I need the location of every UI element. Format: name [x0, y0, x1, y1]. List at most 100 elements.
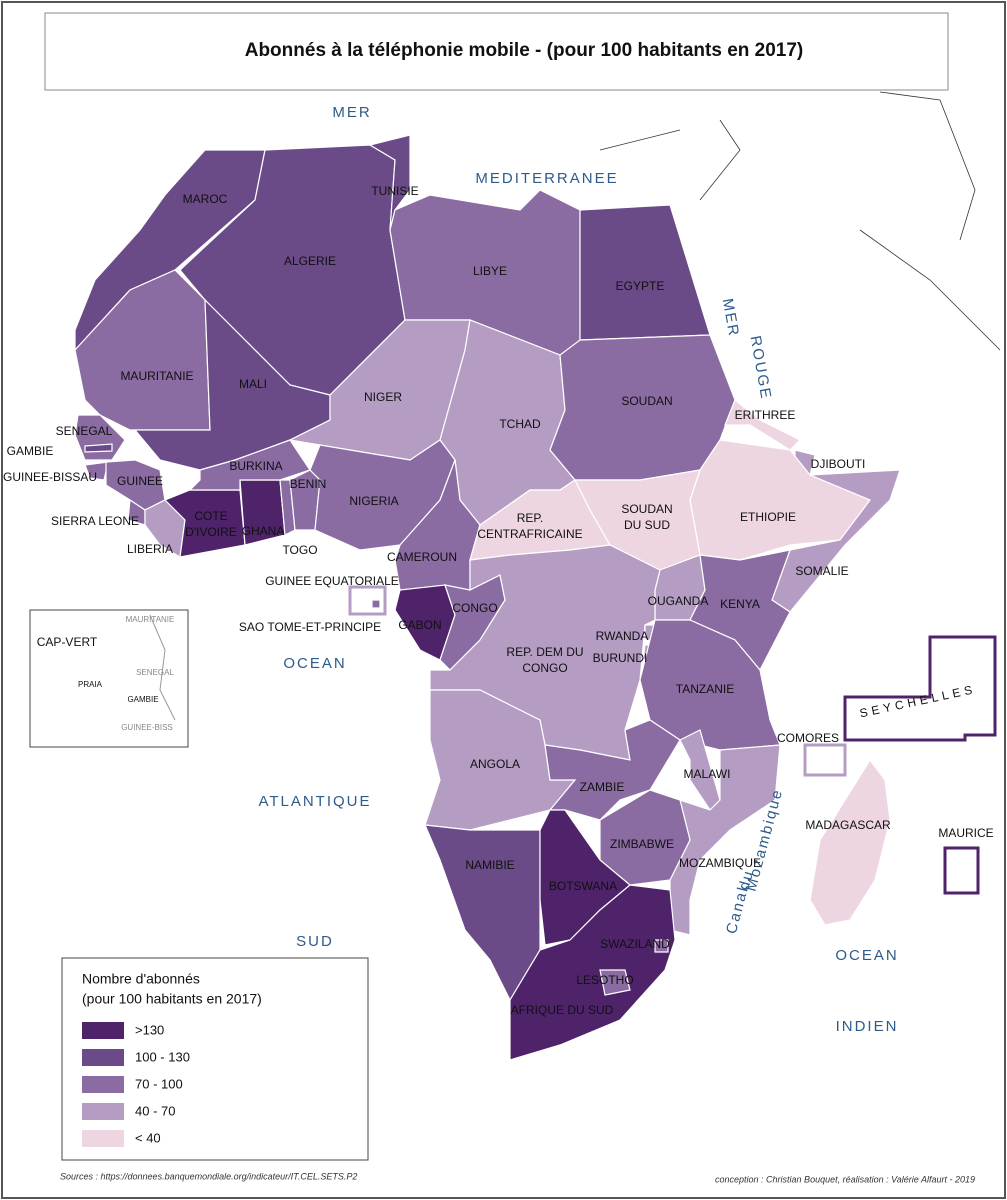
country — [84, 443, 113, 453]
country-label: ERITHREE — [735, 408, 796, 422]
country-label: GHANA — [242, 524, 285, 538]
country-label: MOZAMBIQUE — [679, 856, 761, 870]
title-box — [44, 12, 949, 91]
legend-swatch — [82, 1103, 124, 1120]
country-label: DU SUD — [624, 518, 670, 532]
country-label: CENTRAFRICAINE — [477, 527, 582, 541]
country-label: GABON — [398, 618, 441, 632]
country-label: EGYPTE — [616, 279, 665, 293]
country-label: NIGER — [364, 390, 402, 404]
country-label: TOGO — [282, 543, 317, 557]
country-label: ZAMBIE — [580, 780, 625, 794]
country-label: COTE — [194, 509, 227, 523]
country-label: MALI — [239, 377, 267, 391]
country-label: MAURICE — [938, 826, 993, 840]
sea-label: MEDITERRANEE — [475, 170, 618, 187]
inset-coast — [149, 614, 176, 721]
country-label: TUNISIE — [371, 184, 418, 198]
country-label: ETHIOPIE — [740, 510, 796, 524]
legend-label: < 40 — [135, 1130, 161, 1145]
inset-label: GUINEE-BISS — [121, 723, 173, 732]
legend-label: >130 — [135, 1022, 164, 1037]
country-label: SWAZILAND — [600, 937, 670, 951]
legend-swatch — [82, 1022, 124, 1039]
country-label: MADAGASCAR — [805, 818, 891, 832]
sources: Sources : https://donnees.banquemondiale… — [60, 1171, 357, 1181]
inset-label: MAURITANIE — [126, 615, 175, 624]
credits: conception : Christian Bouquet, réalisat… — [715, 1174, 975, 1184]
country — [689, 549, 791, 672]
legend-swatch — [82, 1076, 124, 1093]
country-label: D'IVOIRE — [185, 525, 237, 539]
countries — [43, 134, 997, 1061]
country-box — [348, 585, 387, 616]
country — [809, 758, 891, 926]
sea-label: ATLANTIQUE — [258, 793, 371, 810]
country — [669, 744, 781, 936]
country-label: CONGO — [522, 661, 567, 675]
country-label: SIERRA LEONE — [51, 514, 139, 528]
country-label: RWANDA — [596, 629, 649, 643]
country-label: GAMBIE — [7, 444, 54, 458]
sea-label: du — [736, 868, 758, 892]
country-label: CONGO — [452, 601, 497, 615]
country-box — [803, 743, 847, 777]
legend-title: Nombre d'abonnés — [82, 971, 200, 987]
sea-label: INDIEN — [836, 1018, 899, 1035]
country-label: SENEGAL — [56, 424, 113, 438]
country-label: SOMALIE — [795, 564, 848, 578]
country-label: REP. — [517, 511, 543, 525]
country — [509, 884, 676, 1061]
legend-label: 100 - 130 — [135, 1049, 190, 1064]
country-label: MAURITANIE — [120, 369, 193, 383]
country-label: ALGERIE — [284, 254, 336, 268]
inset-label: GAMBIE — [127, 695, 158, 704]
country-label: GUINEE EQUATORIALE — [265, 574, 399, 588]
country-label: NIGERIA — [349, 494, 398, 508]
country-box — [943, 846, 980, 895]
country-label: KENYA — [720, 597, 760, 611]
legend-swatch — [82, 1130, 124, 1147]
country — [654, 939, 669, 953]
country-label: BENIN — [290, 477, 327, 491]
country-label: ANGOLA — [470, 757, 520, 771]
country-label: AFRIQUE DU SUD — [511, 1003, 614, 1017]
sea-label: SUD — [296, 933, 334, 950]
country-label: DJIBOUTI — [811, 457, 866, 471]
country-label: GUINEE — [117, 474, 163, 488]
country — [188, 439, 311, 491]
country-label: REP. DEM DU — [506, 645, 583, 659]
country-label: TCHAD — [499, 417, 541, 431]
country — [544, 719, 681, 821]
country-label: BURKINA — [229, 459, 282, 473]
legend-swatch — [82, 1049, 124, 1066]
country-label: SOUDAN — [621, 502, 672, 516]
country-label: ZIMBABWE — [610, 837, 674, 851]
sea-label: OCEAN — [835, 947, 898, 964]
country-label: MALAWI — [684, 767, 731, 781]
inset-label: SENEGAL — [136, 668, 174, 677]
coastline — [599, 91, 1001, 351]
country-label: CAP-VERT — [37, 635, 98, 649]
country-label: CAMEROUN — [387, 550, 457, 564]
country-label: COMORES — [777, 731, 839, 745]
country-label: GUINEE-BISSAU — [3, 470, 97, 484]
title: Abonnés à la téléphonie mobile - (pour 1… — [245, 40, 804, 61]
country — [599, 969, 631, 996]
sea-label: OCEAN — [283, 655, 346, 672]
country-label: LIBERIA — [127, 542, 173, 556]
country-label: BOTSWANA — [549, 879, 617, 893]
inset-label: PRAIA — [78, 680, 103, 689]
sea-label: MER — [332, 104, 371, 121]
country — [371, 599, 381, 609]
country-label: BURUNDI — [593, 651, 648, 665]
country-label: NAMIBIE — [465, 858, 514, 872]
country-label: LIBYE — [473, 264, 507, 278]
country-label: SOUDAN — [621, 394, 672, 408]
country-label: MAROC — [183, 192, 228, 206]
legend-label: 40 - 70 — [135, 1103, 175, 1118]
legend-label: 70 - 100 — [135, 1076, 183, 1091]
country — [84, 461, 109, 481]
